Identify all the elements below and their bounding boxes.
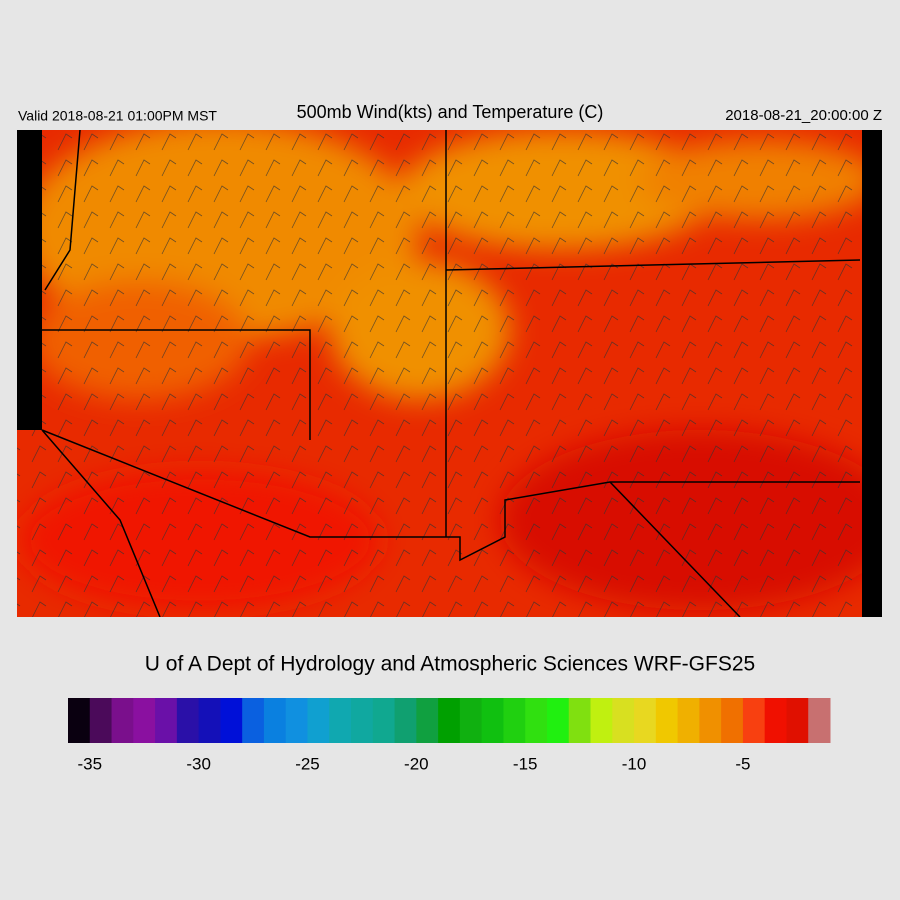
color-swatch <box>176 698 200 743</box>
colorbar-tick-label: -25 <box>295 754 320 773</box>
color-swatch <box>677 698 700 743</box>
color-swatch <box>481 698 504 743</box>
colorbar-tick-label: -30 <box>186 754 211 773</box>
credit: U of A Dept of Hydrology and Atmospheric… <box>145 653 755 676</box>
colorbar-tick-label: -20 <box>404 754 429 773</box>
timestamp: 2018-08-21_20:00:00 Z <box>725 107 882 124</box>
colorbar-tick-label: -15 <box>513 754 538 773</box>
color-swatch <box>634 698 657 743</box>
color-swatch <box>655 698 679 743</box>
colorbar: -35 -30 -25 -20 -15 -10 -5 <box>68 698 831 773</box>
color-swatch <box>198 698 221 743</box>
color-swatch <box>786 698 809 743</box>
color-swatch <box>155 698 178 743</box>
color-swatch <box>546 698 570 743</box>
color-swatch <box>459 698 483 743</box>
colorbar-tick-label: -35 <box>77 754 102 773</box>
color-swatch <box>525 698 548 743</box>
colorbar-tick-label: -10 <box>622 754 647 773</box>
map <box>17 130 882 617</box>
colorbar-tick-label: -5 <box>735 754 750 773</box>
color-swatch <box>612 698 635 743</box>
color-swatch <box>764 698 787 743</box>
map-title: 500mb Wind(kts) and Temperature (C) <box>297 102 604 122</box>
color-swatch <box>568 698 592 743</box>
color-swatch <box>590 698 613 743</box>
color-swatch <box>808 698 831 743</box>
color-swatch <box>133 698 156 743</box>
color-swatch <box>242 698 265 743</box>
color-swatch <box>111 698 134 743</box>
color-swatch <box>89 698 113 743</box>
color-swatch <box>307 698 330 743</box>
color-swatch <box>263 698 287 743</box>
borders <box>41 130 861 617</box>
color-swatch <box>438 698 461 743</box>
color-swatch <box>351 698 374 743</box>
color-swatch <box>742 698 766 743</box>
color-swatch <box>68 698 91 743</box>
color-swatch <box>721 698 744 743</box>
color-swatch <box>503 698 526 743</box>
color-swatch <box>394 698 417 743</box>
color-swatch <box>416 698 439 743</box>
color-swatch <box>329 698 352 743</box>
map-edge <box>17 130 42 430</box>
color-swatch <box>699 698 722 743</box>
color-swatch <box>372 698 396 743</box>
wind-barbs <box>17 130 882 617</box>
color-swatch <box>285 698 308 743</box>
valid-time: Valid 2018-08-21 01:00PM MST <box>18 108 217 124</box>
map-edge <box>862 130 882 617</box>
color-swatch <box>220 698 243 743</box>
